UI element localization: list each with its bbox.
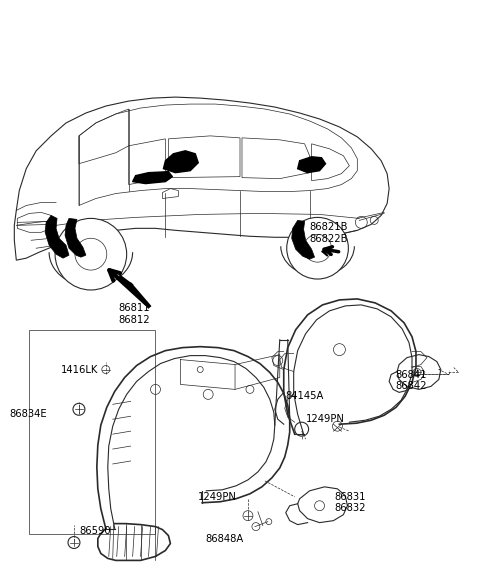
Text: 86848A: 86848A <box>205 533 243 544</box>
Text: 86834E: 86834E <box>9 409 47 419</box>
Polygon shape <box>292 221 314 259</box>
Polygon shape <box>132 172 172 183</box>
Circle shape <box>304 234 332 262</box>
Text: 86841
86842: 86841 86842 <box>395 370 427 391</box>
Circle shape <box>55 218 127 290</box>
Text: 1249PN: 1249PN <box>198 492 237 502</box>
Text: 1416LK: 1416LK <box>61 364 98 375</box>
Text: 1249PN: 1249PN <box>306 414 345 424</box>
Text: 84145A: 84145A <box>286 391 324 402</box>
Text: 86831
86832: 86831 86832 <box>335 492 366 513</box>
Polygon shape <box>45 215 69 258</box>
Text: 86811
86812: 86811 86812 <box>119 303 150 324</box>
Circle shape <box>287 217 348 279</box>
Text: 86590: 86590 <box>79 525 110 536</box>
Polygon shape <box>65 218 86 257</box>
Text: 86821B
86822B: 86821B 86822B <box>310 222 348 244</box>
Polygon shape <box>298 157 325 172</box>
Polygon shape <box>164 151 198 172</box>
Circle shape <box>75 238 107 270</box>
